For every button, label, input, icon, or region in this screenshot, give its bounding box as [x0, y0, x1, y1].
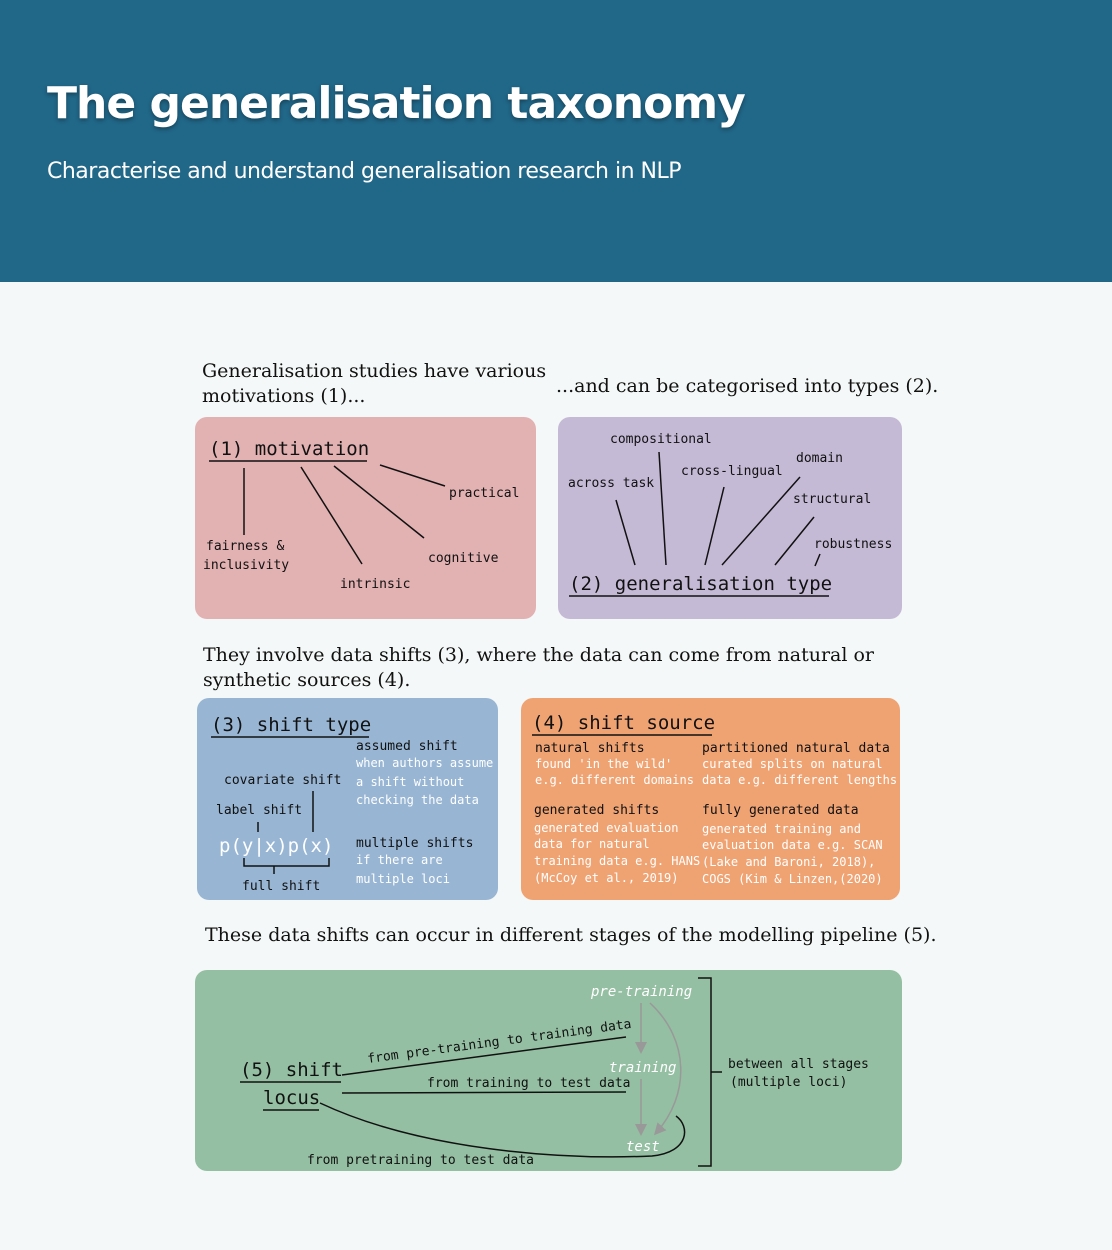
- natural-shifts-title: natural shifts: [535, 741, 645, 756]
- stage-pretraining: pre-training: [590, 984, 692, 1000]
- connector-pretraining-test: [319, 1102, 686, 1158]
- generated-shifts-desc: data for natural: [534, 837, 650, 851]
- stage-training: training: [609, 1060, 676, 1076]
- label-between-stages: between all stages: [728, 1057, 869, 1072]
- gen-type-domain: domain: [796, 451, 843, 466]
- covariate-shift-label: covariate shift: [224, 773, 341, 788]
- generated-shifts-desc: (McCoy et al., 2019): [534, 871, 679, 885]
- header-banner: The generalisation taxonomy Characterise…: [0, 0, 1112, 282]
- label-training-to-test: from training to test data: [427, 1076, 631, 1091]
- fully-generated-title: fully generated data: [702, 803, 859, 818]
- shift-type-title: (3) shift type: [211, 714, 371, 736]
- page-subtitle: Characterise and understand generalisati…: [47, 159, 682, 184]
- shift-type-panel-bg: [197, 698, 498, 900]
- shift-locus-panel-bg: [195, 970, 902, 1171]
- partitioned-data-title: partitioned natural data: [702, 741, 890, 756]
- caption-shifts-line1: They involve data shifts (3), where the …: [203, 644, 875, 666]
- connector-cross-lingual: [704, 486, 725, 566]
- multiple-shifts-title: multiple shifts: [356, 836, 473, 851]
- motivation-panel-bg: [195, 417, 536, 619]
- natural-shifts-desc: e.g. different domains: [535, 773, 694, 787]
- arrow-pretraining-to-test: [649, 1002, 682, 1136]
- shift-formula: p(y|x)p(x): [219, 835, 333, 857]
- connector-cognitive: [333, 465, 425, 539]
- connector-practical: [379, 464, 446, 487]
- connector-pretraining-training: [341, 1036, 627, 1076]
- stage-test: test: [626, 1139, 660, 1155]
- connector-structural: [774, 516, 815, 566]
- full-shift-bracket: [243, 858, 330, 867]
- generated-shifts-title: generated shifts: [534, 803, 659, 818]
- label-pretraining-to-test: from pretraining to test data: [307, 1153, 534, 1168]
- caption-types: ...and can be categorised into types (2)…: [556, 375, 938, 397]
- natural-shifts-desc: found 'in the wild': [535, 757, 672, 771]
- connector-domain: [721, 476, 801, 566]
- shift-source-title: (4) shift source: [532, 712, 715, 734]
- partitioned-data-desc: data e.g. different lengths: [702, 773, 897, 787]
- connector-across-task: [615, 499, 636, 566]
- locus-title-line2: locus: [263, 1087, 320, 1109]
- motivation-title: (1) motivation: [209, 438, 369, 460]
- fully-generated-desc: COGS (Kim & Linzen,(2020): [702, 872, 883, 886]
- caption-stages: These data shifts can occur in different…: [205, 924, 936, 946]
- label-shift-label: label shift: [216, 803, 302, 818]
- generalisation-type-panel: compositional domain cross-lingual acros…: [558, 417, 902, 619]
- fully-generated-desc: generated training and: [702, 822, 861, 836]
- motivation-fairness-line1: fairness &: [206, 539, 284, 554]
- gen-type-robustness: robustness: [814, 537, 892, 552]
- locus-title-line1: (5) shift: [240, 1059, 343, 1081]
- motivation-panel: (1) motivation practical fairness & incl…: [195, 417, 536, 619]
- caption-motivations-line2: motivations (1)...: [202, 385, 365, 407]
- connector-robustness: [814, 553, 821, 567]
- motivation-cognitive: cognitive: [428, 551, 499, 566]
- shift-locus-panel: (5) shift locus pre-training training te…: [195, 970, 902, 1171]
- gen-type-compositional: compositional: [610, 432, 712, 447]
- gen-type-title: (2) generalisation type: [569, 573, 832, 595]
- multiple-shifts-desc: if there are: [356, 853, 443, 867]
- assumed-shift-desc: a shift without: [356, 775, 464, 789]
- gen-type-structural: structural: [793, 492, 871, 507]
- page-title: The generalisation taxonomy: [47, 78, 746, 129]
- partitioned-data-desc: curated splits on natural: [702, 757, 883, 771]
- caption-shifts-line2: synthetic sources (4).: [203, 669, 410, 691]
- motivation-practical: practical: [449, 486, 519, 501]
- shift-type-panel: (3) shift type covariate shift label shi…: [197, 698, 498, 900]
- connector-compositional: [658, 451, 667, 566]
- fully-generated-desc: (Lake and Baroni, 2018),: [702, 855, 875, 869]
- generalisation-type-panel-bg: [558, 417, 902, 619]
- shift-source-panel: (4) shift source natural shifts found 'i…: [521, 698, 900, 900]
- label-multiple-loci: (multiple loci): [730, 1075, 847, 1090]
- assumed-shift-desc: checking the data: [356, 793, 479, 807]
- multiple-shifts-desc: multiple loci: [356, 872, 450, 886]
- full-shift-label: full shift: [242, 879, 320, 894]
- shift-source-panel-bg: [521, 698, 900, 900]
- generated-shifts-desc: generated evaluation: [534, 821, 679, 835]
- connector-intrinsic: [300, 466, 363, 565]
- motivation-intrinsic: intrinsic: [340, 577, 410, 592]
- fully-generated-desc: evaluation data e.g. SCAN: [702, 838, 883, 852]
- generated-shifts-desc: training data e.g. HANS: [534, 854, 700, 868]
- assumed-shift-title: assumed shift: [356, 739, 458, 754]
- gen-type-cross-lingual: cross-lingual: [681, 464, 783, 479]
- assumed-shift-desc: when authors assume: [356, 756, 493, 770]
- gen-type-across-task: across task: [568, 476, 654, 491]
- caption-motivations-line1: Generalisation studies have various: [202, 360, 546, 382]
- motivation-fairness-line2: inclusivity: [203, 558, 289, 573]
- taxonomy-figure: Generalisation studies have various moti…: [195, 360, 938, 1171]
- connector-training-test: [341, 1091, 627, 1094]
